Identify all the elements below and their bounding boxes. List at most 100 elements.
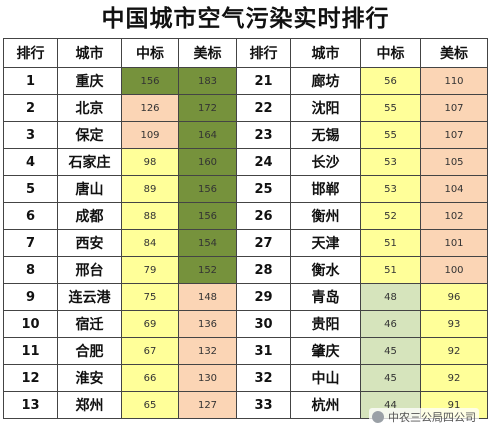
- rank-cell-right: 27: [236, 229, 291, 257]
- table-row: 11 合肥 67 132 31 肇庆 45 92: [3, 337, 488, 365]
- city-cell-right: 肇庆: [290, 337, 361, 365]
- rank-cell-right: 33: [236, 391, 291, 419]
- cn-standard-cell-left: 156: [121, 67, 179, 95]
- table-row: 9 连云港 75 148 29 青岛 48 96: [3, 283, 488, 311]
- wechat-icon: [372, 411, 384, 423]
- us-standard-cell-left: 183: [178, 67, 237, 95]
- rank-cell-right: 31: [236, 337, 291, 365]
- air-quality-table: 排行 城市 中标 美标 排行 城市 中标 美标 1 重庆 156 183 21 廊坊 56 1…: [3, 38, 488, 419]
- cn-standard-cell-right: 55: [360, 121, 421, 149]
- table-row: 1 重庆 156 183 21 廊坊 56 110: [3, 67, 488, 95]
- watermark-text: 中农三公局四公司: [388, 411, 476, 424]
- cn-standard-cell-left: 88: [121, 202, 179, 230]
- header-city-right: 城市: [290, 38, 361, 68]
- rank-cell-left: 10: [3, 310, 58, 338]
- rank-cell-left: 3: [3, 121, 58, 149]
- us-standard-cell-left: 172: [178, 94, 237, 122]
- us-standard-cell-right: 105: [420, 148, 488, 176]
- city-cell-right: 衡州: [290, 202, 361, 230]
- watermark: 中农三公局四公司: [369, 408, 479, 426]
- city-cell-left: 连云港: [57, 283, 122, 311]
- table-row: 10 宿迁 69 136 30 贵阳 46 93: [3, 310, 488, 338]
- header-cn-left: 中标: [121, 38, 179, 68]
- rank-cell-right: 21: [236, 67, 291, 95]
- rank-cell-right: 24: [236, 148, 291, 176]
- city-cell-right: 青岛: [290, 283, 361, 311]
- rank-cell-left: 12: [3, 364, 58, 392]
- us-standard-cell-right: 93: [420, 310, 488, 338]
- us-standard-cell-right: 107: [420, 121, 488, 149]
- city-cell-right: 中山: [290, 364, 361, 392]
- us-standard-cell-left: 156: [178, 175, 237, 203]
- header-rank-right: 排行: [236, 38, 291, 68]
- cn-standard-cell-right: 52: [360, 202, 421, 230]
- cn-standard-cell-left: 84: [121, 229, 179, 257]
- us-standard-cell-left: 160: [178, 148, 237, 176]
- cn-standard-cell-right: 53: [360, 175, 421, 203]
- cn-standard-cell-right: 53: [360, 148, 421, 176]
- cn-standard-cell-left: 79: [121, 256, 179, 284]
- city-cell-left: 保定: [57, 121, 122, 149]
- cn-standard-cell-left: 89: [121, 175, 179, 203]
- us-standard-cell-left: 156: [178, 202, 237, 230]
- city-cell-left: 宿迁: [57, 310, 122, 338]
- city-cell-left: 北京: [57, 94, 122, 122]
- us-standard-cell-left: 154: [178, 229, 237, 257]
- city-cell-left: 重庆: [57, 67, 122, 95]
- us-standard-cell-right: 110: [420, 67, 488, 95]
- rank-cell-left: 11: [3, 337, 58, 365]
- us-standard-cell-left: 164: [178, 121, 237, 149]
- cn-standard-cell-left: 67: [121, 337, 179, 365]
- table-header-row: 排行 城市 中标 美标 排行 城市 中标 美标: [3, 38, 488, 68]
- rank-cell-right: 29: [236, 283, 291, 311]
- city-cell-left: 郑州: [57, 391, 122, 419]
- table-row: 12 淮安 66 130 32 中山 45 92: [3, 364, 488, 392]
- cn-standard-cell-left: 66: [121, 364, 179, 392]
- us-standard-cell-right: 107: [420, 94, 488, 122]
- table-row: 4 石家庄 98 160 24 长沙 53 105: [3, 148, 488, 176]
- header-us-right: 美标: [420, 38, 488, 68]
- cn-standard-cell-left: 126: [121, 94, 179, 122]
- city-cell-right: 贵阳: [290, 310, 361, 338]
- city-cell-left: 唐山: [57, 175, 122, 203]
- rank-cell-right: 32: [236, 364, 291, 392]
- table-row: 7 西安 84 154 27 天津 51 101: [3, 229, 488, 257]
- cn-standard-cell-left: 98: [121, 148, 179, 176]
- city-cell-left: 淮安: [57, 364, 122, 392]
- cn-standard-cell-right: 51: [360, 256, 421, 284]
- cn-standard-cell-left: 109: [121, 121, 179, 149]
- cn-standard-cell-right: 55: [360, 94, 421, 122]
- table-row: 13 郑州 65 127 33 杭州 44 91: [3, 391, 488, 419]
- table-row: 2 北京 126 172 22 沈阳 55 107: [3, 94, 488, 122]
- rank-cell-left: 8: [3, 256, 58, 284]
- city-cell-left: 成都: [57, 202, 122, 230]
- rank-cell-left: 7: [3, 229, 58, 257]
- rank-cell-left: 9: [3, 283, 58, 311]
- header-us-left: 美标: [178, 38, 237, 68]
- cn-standard-cell-right: 45: [360, 337, 421, 365]
- rank-cell-left: 4: [3, 148, 58, 176]
- city-cell-left: 石家庄: [57, 148, 122, 176]
- cn-standard-cell-right: 56: [360, 67, 421, 95]
- city-cell-right: 长沙: [290, 148, 361, 176]
- cn-standard-cell-left: 65: [121, 391, 179, 419]
- us-standard-cell-left: 148: [178, 283, 237, 311]
- city-cell-right: 天津: [290, 229, 361, 257]
- city-cell-left: 邢台: [57, 256, 122, 284]
- rank-cell-right: 26: [236, 202, 291, 230]
- rank-cell-right: 23: [236, 121, 291, 149]
- rank-cell-right: 25: [236, 175, 291, 203]
- us-standard-cell-right: 92: [420, 364, 488, 392]
- city-cell-left: 西安: [57, 229, 122, 257]
- rank-cell-right: 30: [236, 310, 291, 338]
- city-cell-right: 沈阳: [290, 94, 361, 122]
- rank-cell-right: 28: [236, 256, 291, 284]
- city-cell-right: 廊坊: [290, 67, 361, 95]
- us-standard-cell-left: 152: [178, 256, 237, 284]
- rank-cell-left: 2: [3, 94, 58, 122]
- table-row: 8 邢台 79 152 28 衡水 51 100: [3, 256, 488, 284]
- us-standard-cell-right: 101: [420, 229, 488, 257]
- city-cell-right: 杭州: [290, 391, 361, 419]
- cn-standard-cell-right: 45: [360, 364, 421, 392]
